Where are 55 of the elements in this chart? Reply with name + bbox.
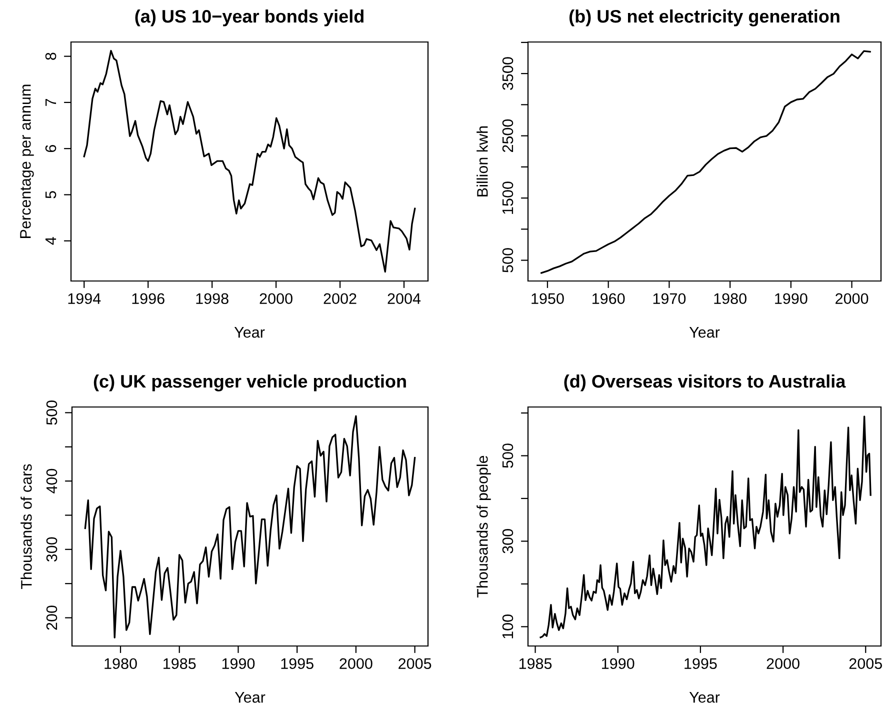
x-tick-label: 1990: [222, 658, 255, 670]
y-tick-label: 400: [46, 468, 58, 494]
chart-title: (c) UK passenger vehicle production: [94, 374, 406, 392]
y-tick-label: 500: [46, 400, 58, 425]
x-tick-label: 1990: [775, 293, 808, 304]
x-tick-label: 1985: [164, 658, 196, 670]
x-tick-label: 1995: [281, 658, 314, 670]
x-tick-label: 2000: [766, 658, 800, 670]
y-axis-title: Percentage per annum: [20, 84, 34, 238]
x-tick-label: 1980: [714, 293, 746, 304]
y-tick-label: 200: [46, 606, 58, 630]
x-tick-label: 2004: [388, 293, 421, 304]
y-tick-label: 8: [45, 52, 56, 60]
y-tick-label: 500: [502, 248, 514, 272]
y-tick-label: 6: [45, 145, 56, 152]
y-tick-label: 7: [46, 98, 56, 106]
x-tick-label: 1980: [104, 658, 137, 670]
y-tick-label: 1500: [502, 182, 514, 214]
y-tick-label: 2500: [502, 119, 514, 152]
x-tick-label: 1990: [602, 658, 634, 670]
x-tick-label: 1995: [684, 658, 717, 670]
x-tick-label: 1970: [653, 293, 686, 304]
y-tick-label: 300: [502, 529, 514, 554]
x-axis-title: Year: [689, 327, 720, 338]
x-tick-label: 1950: [532, 293, 564, 304]
x-tick-label: 2000: [340, 658, 372, 670]
line-series: [540, 50, 871, 274]
x-tick-label: 1960: [592, 293, 625, 304]
x-tick-label: 2002: [324, 293, 356, 304]
line-series: [540, 416, 872, 638]
x-tick-label: 1996: [132, 293, 164, 304]
x-axis-title: Year: [234, 692, 266, 703]
chart-title: (b) US net electricity generation: [569, 9, 840, 26]
x-axis-title: Year: [234, 327, 265, 338]
x-tick-label: 2005: [398, 658, 432, 670]
chart-title: (a) US 10−year bonds yield: [135, 9, 364, 26]
y-axis-title: Thousands of cars: [20, 464, 32, 589]
x-tick-label: 2005: [849, 658, 882, 670]
x-tick-label: 1994: [68, 293, 101, 304]
y-tick-label: 4: [46, 237, 56, 245]
line-series: [84, 415, 416, 638]
chart-title: (d) Overseas visitors to Australia: [564, 374, 846, 392]
y-tick-label: 300: [46, 537, 58, 562]
line-series: [83, 50, 416, 273]
x-tick-label: 1985: [519, 658, 552, 670]
y-axis-title: Thousands of people: [476, 456, 491, 598]
x-tick-label: 2000: [260, 293, 292, 304]
x-axis-title: Year: [689, 692, 720, 703]
y-tick-label: 500: [502, 444, 514, 468]
y-tick-label: 5: [46, 191, 56, 198]
x-tick-label: 2000: [836, 293, 868, 304]
y-tick-label: 100: [502, 614, 514, 638]
y-tick-label: 3500: [502, 57, 514, 90]
y-axis-title: Billion kwh: [476, 126, 488, 196]
x-tick-label: 1998: [196, 293, 228, 304]
